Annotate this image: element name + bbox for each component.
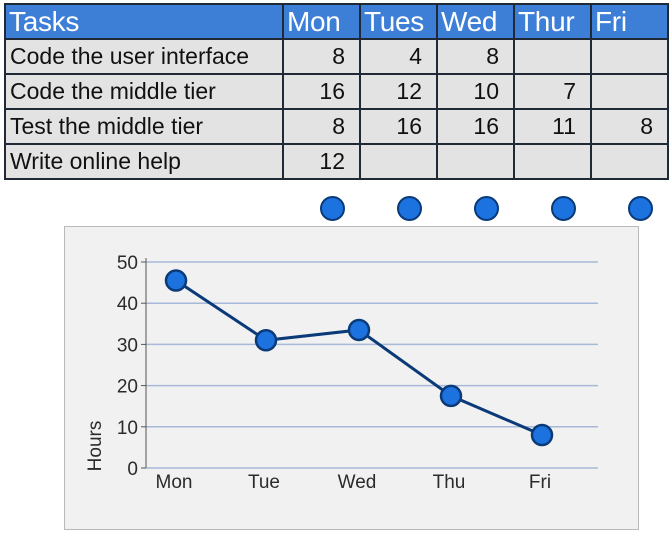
table-cell[interactable]	[436, 143, 515, 180]
table-cell[interactable]	[513, 38, 592, 75]
column-marker-wed[interactable]	[474, 196, 499, 221]
y-tick-label: 0	[127, 459, 138, 480]
table-cell[interactable]: 8	[282, 38, 361, 75]
table-cell[interactable]	[590, 73, 669, 110]
header-thur: Thur	[513, 3, 592, 40]
task-name[interactable]: Write online help	[4, 143, 284, 180]
task-name[interactable]: Code the user interface	[4, 38, 284, 75]
table-cell[interactable]: 8	[436, 38, 515, 75]
table-cell[interactable]: 8	[282, 108, 361, 145]
table-cell[interactable]: 16	[359, 108, 438, 145]
y-tick-label: 50	[117, 253, 138, 274]
x-tick-label: Wed	[338, 472, 377, 493]
table-row: Write online help 12	[4, 143, 669, 180]
table-cell[interactable]: 4	[359, 38, 438, 75]
table-cell[interactable]: 12	[359, 73, 438, 110]
header-tues: Tues	[359, 3, 438, 40]
header-tasks: Tasks	[4, 3, 284, 40]
header-row: Tasks Mon Tues Wed Thur Fri	[4, 3, 669, 40]
table-row: Code the user interface 8 4 8	[4, 38, 669, 75]
data-point[interactable]	[439, 384, 463, 408]
table-cell[interactable]: 7	[513, 73, 592, 110]
y-tick-label: 30	[117, 335, 138, 356]
table-cell[interactable]: 12	[282, 143, 361, 180]
data-point[interactable]	[164, 269, 188, 292]
column-marker-mon[interactable]	[320, 196, 345, 221]
y-axis-label: Hours	[85, 421, 106, 472]
tasks-table: Tasks Mon Tues Wed Thur Fri Code the use…	[4, 3, 669, 180]
table-row: Code the middle tier 16 12 10 7	[4, 73, 669, 110]
x-tick-label: Thu	[433, 472, 466, 493]
table-cell[interactable]: 10	[436, 73, 515, 110]
x-tick-label: Fri	[529, 472, 551, 493]
table-cell[interactable]: 16	[282, 73, 361, 110]
table-cell[interactable]	[590, 143, 669, 180]
data-point[interactable]	[530, 423, 554, 447]
table-cell[interactable]: 16	[436, 108, 515, 145]
y-tick-label: 10	[117, 418, 138, 439]
header-wed: Wed	[436, 3, 515, 40]
y-tick-label: 20	[117, 377, 138, 398]
table-cell[interactable]	[359, 143, 438, 180]
table-cell[interactable]	[590, 38, 669, 75]
column-marker-tues[interactable]	[397, 196, 422, 221]
data-point[interactable]	[347, 318, 371, 342]
table-cell[interactable]: 8	[590, 108, 669, 145]
column-marker-thur[interactable]	[551, 196, 576, 221]
x-tick-label: Tue	[248, 472, 280, 493]
data-point[interactable]	[254, 329, 278, 352]
column-marker-fri[interactable]	[628, 196, 653, 221]
x-tick-label: Mon	[156, 472, 193, 493]
header-fri: Fri	[590, 3, 669, 40]
task-name[interactable]: Test the middle tier	[4, 108, 284, 145]
table-cell[interactable]	[513, 143, 592, 180]
y-tick-label: 40	[117, 294, 138, 315]
table-row: Test the middle tier 8 16 16 11 8	[4, 108, 669, 145]
chart-area	[64, 226, 639, 530]
header-mon: Mon	[282, 3, 361, 40]
table-cell[interactable]: 11	[513, 108, 592, 145]
task-name[interactable]: Code the middle tier	[4, 73, 284, 110]
